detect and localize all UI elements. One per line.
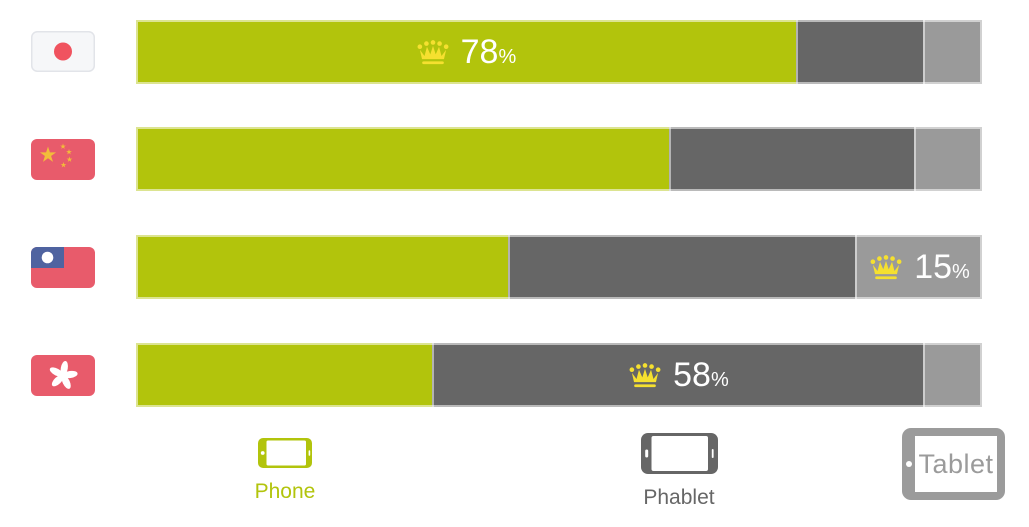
legend-phone-label: Phone: [254, 480, 316, 503]
legend-tablet-label: Tablet: [918, 448, 994, 479]
phone-icon: [258, 438, 312, 468]
bar-segment-china-tablet: [914, 127, 982, 191]
stacked-bar-china: [136, 127, 982, 191]
bar-segment-hongkong-tablet: [922, 343, 982, 407]
stacked-bar-hongkong: 58%: [136, 343, 982, 407]
crown-icon: [870, 254, 902, 279]
value-label-hongkong: 58%: [628, 358, 729, 392]
bar-segment-china-phablet: [668, 127, 915, 191]
taiwan-flag-icon: [31, 247, 95, 288]
value-unit: %: [710, 369, 729, 391]
bar-segment-taiwan-phone: [136, 235, 509, 299]
legend-phone[interactable]: Phone: [230, 438, 340, 504]
value-number: 15: [914, 248, 953, 286]
stacked-bar-japan: 78%: [136, 20, 982, 84]
value-unit: %: [498, 46, 517, 68]
legend-tablet[interactable]: Tablet: [902, 428, 1005, 500]
bar-segment-china-phone: [136, 127, 669, 191]
value-unit: %: [952, 261, 970, 283]
bar-segment-japan-phone: 78%: [136, 20, 796, 84]
value-number: 58: [673, 356, 711, 394]
stacked-bar-taiwan: 15%: [136, 235, 982, 299]
japan-flag-icon: [31, 31, 95, 72]
value-label-japan: 78%: [416, 33, 517, 71]
bar-segment-japan-phablet: [795, 20, 923, 84]
bar-segment-taiwan-tablet: 15%: [855, 235, 982, 299]
legend-phablet-label: Phablet: [643, 486, 715, 509]
legend-phablet[interactable]: Phablet: [623, 433, 735, 510]
value-label-taiwan: 15%: [869, 250, 970, 284]
bar-segment-taiwan-phablet: [508, 235, 856, 299]
tablet-icon: Tablet: [915, 436, 997, 492]
bar-segment-hongkong-phablet: 58%: [432, 343, 923, 407]
crown-icon: [629, 362, 661, 387]
phablet-icon: [640, 433, 718, 474]
china-flag-icon: [31, 139, 95, 180]
crown-icon: [417, 39, 449, 64]
value-number: 78: [460, 33, 499, 71]
tablet-home-button-icon: [906, 461, 912, 467]
hongkong-flag-icon: [31, 355, 95, 396]
bar-segment-japan-tablet: [922, 20, 982, 84]
bar-segment-hongkong-phone: [136, 343, 433, 407]
